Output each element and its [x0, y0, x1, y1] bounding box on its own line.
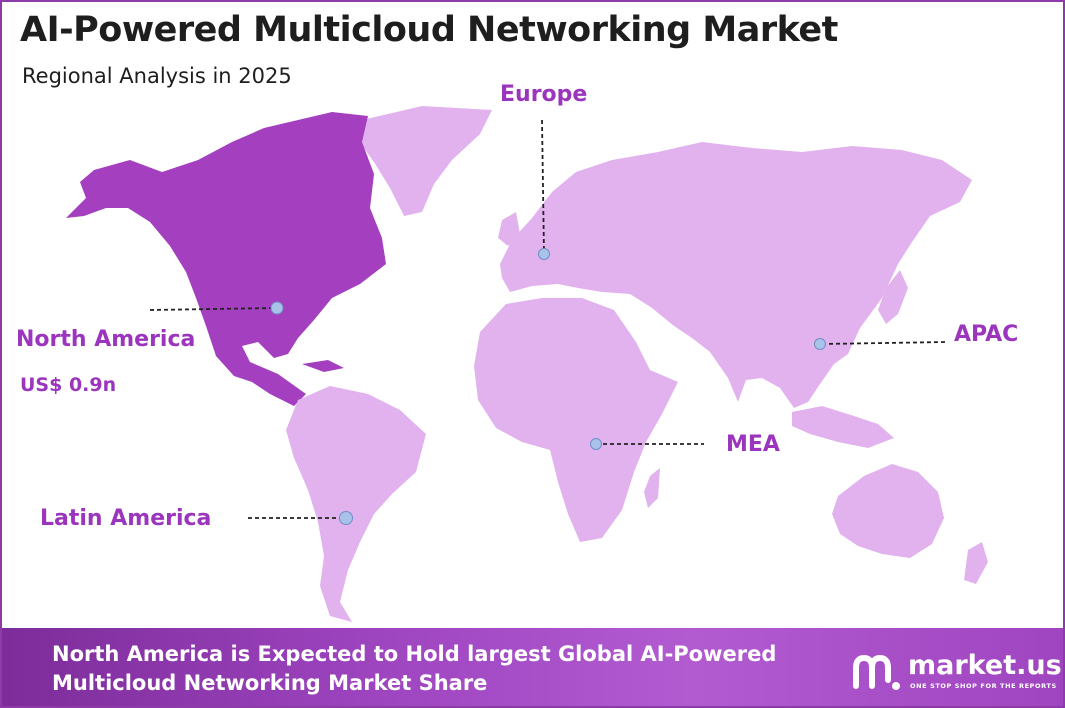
brand-tagline: ONE STOP SHOP FOR THE REPORTS [910, 682, 1057, 690]
greenland-shape [358, 106, 492, 216]
new-zealand-shape [964, 542, 988, 584]
europe-leader [541, 119, 545, 255]
europe-label: Europe [500, 82, 588, 107]
south-america-shape [286, 386, 426, 622]
southeast-asia-islands-shape [792, 406, 894, 448]
africa-shape [474, 298, 678, 542]
market-us-logo-icon [853, 654, 900, 690]
world-map [66, 106, 988, 622]
north-america-leader [149, 307, 278, 311]
japan-shape [878, 270, 908, 324]
mea-marker [590, 438, 602, 450]
british-isles-shape [498, 212, 520, 246]
page-title: AI-Powered Multicloud Networking Market [20, 10, 838, 50]
madagascar-shape [644, 468, 660, 508]
brand-name: market.us [908, 650, 1062, 681]
page-subtitle: Regional Analysis in 2025 [22, 64, 292, 88]
summary-banner: North America is Expected to Hold larges… [2, 628, 1063, 706]
apac-label: APAC [954, 322, 1019, 347]
north-america-label: North America [16, 327, 196, 352]
australia-shape [832, 464, 944, 558]
north-america-marker [270, 301, 284, 315]
caribbean-shape [302, 360, 344, 372]
north-america-shape [66, 112, 386, 406]
europe-marker [538, 248, 550, 260]
apac-marker [814, 338, 826, 350]
eurasia-shape [500, 142, 972, 408]
banner-text: North America is Expected to Hold larges… [52, 642, 777, 695]
latin-america-label: Latin America [40, 506, 212, 531]
brand-logo: market.us ONE STOP SHOP FOR THE REPORTS [850, 648, 1062, 698]
latin-america-marker [339, 511, 353, 525]
north-america-value: US$ 0.9n [20, 374, 117, 396]
mea-label: MEA [726, 432, 780, 457]
